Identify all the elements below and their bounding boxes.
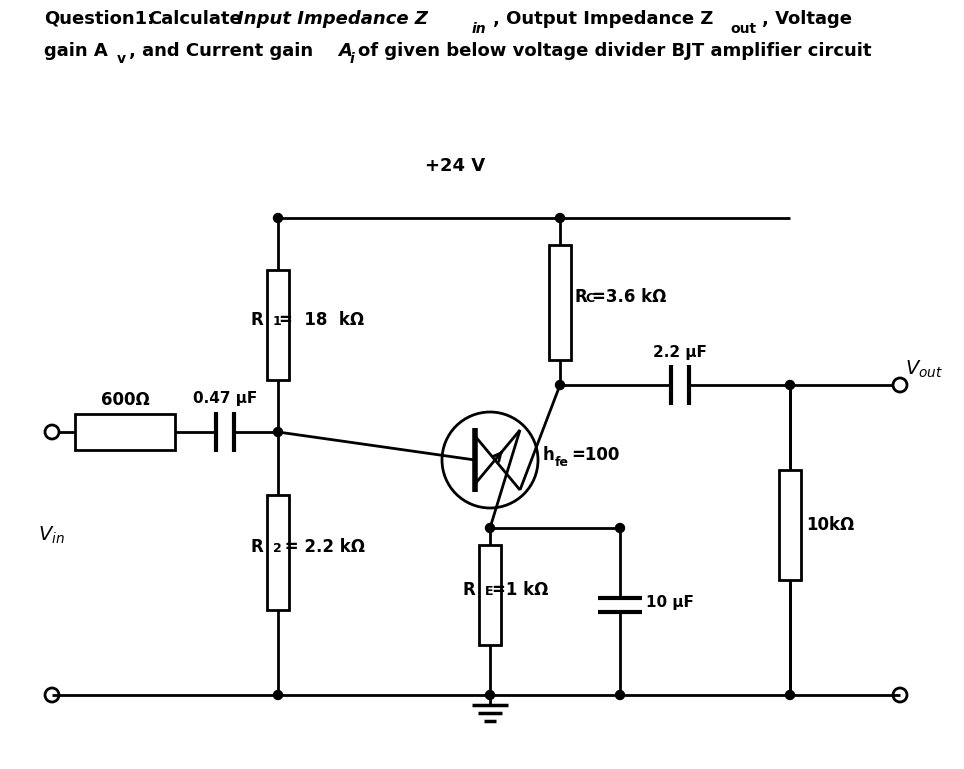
Text: in: in	[472, 22, 487, 36]
Text: R: R	[575, 288, 588, 307]
Text: =  18  kΩ: = 18 kΩ	[279, 311, 364, 329]
Text: 0.47 μF: 0.47 μF	[193, 391, 257, 406]
Text: of given below voltage divider BJT amplifier circuit: of given below voltage divider BJT ampli…	[358, 42, 871, 60]
Text: =1 kΩ: =1 kΩ	[492, 581, 549, 599]
Text: = 2.2 kΩ: = 2.2 kΩ	[279, 538, 365, 557]
Circle shape	[274, 691, 282, 700]
Text: R: R	[463, 581, 475, 599]
Text: 10kΩ: 10kΩ	[806, 516, 854, 534]
Text: R: R	[251, 538, 263, 557]
Text: =100: =100	[571, 446, 620, 464]
Circle shape	[274, 428, 282, 437]
Circle shape	[274, 214, 282, 222]
Text: out: out	[730, 22, 756, 36]
Circle shape	[786, 381, 794, 390]
Text: E: E	[485, 585, 494, 598]
Text: gain A: gain A	[44, 42, 108, 60]
Text: fe: fe	[555, 457, 569, 470]
Text: C: C	[585, 292, 594, 305]
Text: $V_{out}$: $V_{out}$	[905, 358, 943, 380]
Text: 10 μF: 10 μF	[646, 595, 694, 611]
Text: +24 V: +24 V	[425, 157, 485, 175]
Text: Question1:: Question1:	[44, 10, 154, 28]
Text: i: i	[350, 52, 355, 66]
Circle shape	[486, 524, 495, 532]
Text: h: h	[543, 446, 554, 464]
Text: $V_{in}$: $V_{in}$	[38, 524, 65, 546]
Circle shape	[555, 381, 565, 390]
Text: , and Current gain: , and Current gain	[129, 42, 313, 60]
Text: , Output Impedance Z: , Output Impedance Z	[493, 10, 713, 28]
Bar	[479, 545, 501, 645]
Bar	[267, 495, 289, 610]
Text: =3.6 kΩ: =3.6 kΩ	[592, 288, 666, 307]
Text: 2: 2	[273, 542, 281, 555]
Text: Calculate: Calculate	[148, 10, 242, 28]
Text: v: v	[117, 52, 126, 66]
Text: 2.2 μF: 2.2 μF	[653, 345, 707, 360]
Circle shape	[786, 691, 794, 700]
Bar	[75, 414, 175, 450]
Bar	[267, 270, 289, 380]
Text: A: A	[338, 42, 352, 60]
Text: R: R	[251, 311, 263, 329]
Text: , Voltage: , Voltage	[762, 10, 852, 28]
Circle shape	[555, 214, 565, 222]
Text: 1: 1	[273, 315, 281, 328]
Circle shape	[486, 691, 495, 700]
Bar	[549, 245, 571, 360]
Circle shape	[615, 691, 625, 700]
Text: Input Impedance Z: Input Impedance Z	[237, 10, 428, 28]
Bar	[779, 470, 801, 580]
Circle shape	[615, 524, 625, 532]
Text: 600Ω: 600Ω	[100, 391, 149, 409]
